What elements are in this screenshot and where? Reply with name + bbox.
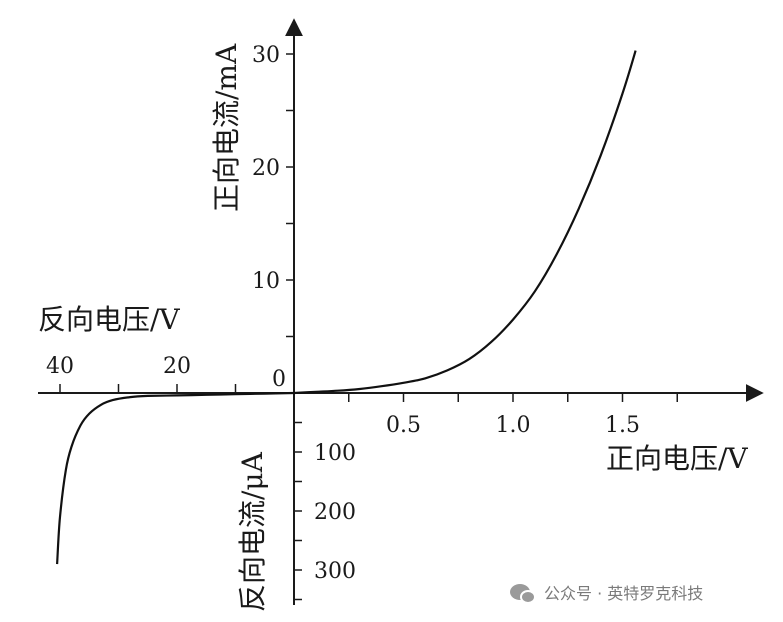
y-tick-label-forward: 30: [252, 43, 280, 68]
axis-ticks: [59, 53, 678, 601]
forward-current-label: 正向电流/mA: [210, 43, 243, 212]
y-tick-label-reverse: 100: [314, 441, 356, 466]
y-tick-label-reverse: 300: [314, 559, 356, 584]
x-tick-label-reverse: 40: [46, 354, 74, 379]
reverse-current-label: 反向电流/μA: [236, 451, 269, 612]
tick-labels: 0.5 1.0 1.5 40 20 10 20 30 100 200 300: [46, 43, 640, 584]
y-tick-label-reverse: 200: [314, 500, 356, 525]
y-tick-label-forward: 10: [252, 269, 280, 294]
wechat-icon: [510, 584, 536, 604]
x-tick-label-reverse: 20: [163, 354, 191, 379]
watermark-text: 公众号 · 英特罗克科技: [544, 584, 704, 603]
x-tick-label-forward: 1.5: [605, 413, 640, 438]
reverse-voltage-label: 反向电压/V: [38, 303, 180, 336]
origin-label: 0: [272, 367, 286, 392]
x-tick-label-forward: 1.0: [496, 413, 531, 438]
y-tick-label-forward: 20: [252, 156, 280, 181]
forward-iv-curve: [293, 50, 637, 395]
reverse-iv-curve: [56, 391, 295, 565]
watermark: 公众号 · 英特罗克科技: [510, 580, 703, 604]
x-tick-label-forward: 0.5: [386, 413, 421, 438]
forward-voltage-label: 正向电压/V: [606, 442, 748, 475]
